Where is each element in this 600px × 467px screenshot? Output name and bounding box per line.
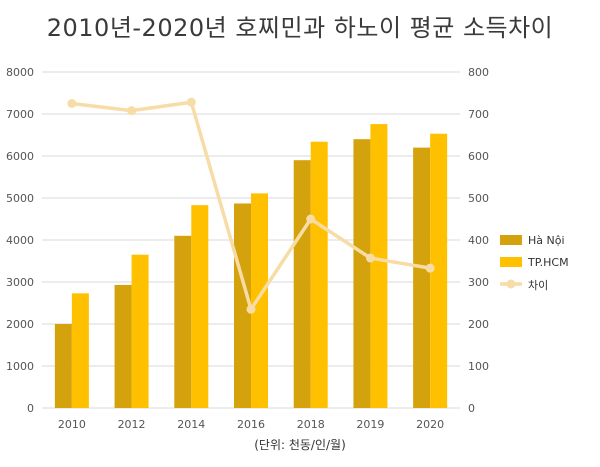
- y-right-tick-label: 700: [468, 108, 489, 121]
- legend-swatch-diff-marker: [506, 279, 516, 289]
- y-right-tick-label: 200: [468, 318, 489, 331]
- diff-point: [246, 304, 256, 314]
- y-left-tick-label: 3000: [6, 276, 34, 289]
- y-left-tick-label: 7000: [6, 108, 34, 121]
- legend-label: TP.HCM: [527, 256, 569, 269]
- diff-point: [425, 263, 435, 273]
- y-left-tick-label: 0: [27, 402, 34, 415]
- y-left-tick-label: 8000: [6, 66, 34, 79]
- y-right-tick-label: 300: [468, 276, 489, 289]
- diff-point: [186, 97, 196, 107]
- bar-hcm: [370, 124, 388, 408]
- chart-title: 2010년-2020년 호찌민과 하노이 평균 소득차이: [46, 14, 554, 42]
- x-tick-label: 2019: [356, 418, 384, 431]
- x-tick-label: 2018: [297, 418, 325, 431]
- legend-label: 차이: [528, 279, 548, 292]
- bar-hcm: [71, 293, 89, 408]
- x-tick-label: 2020: [416, 418, 444, 431]
- y-left-tick-label: 5000: [6, 192, 34, 205]
- bar-hcm: [191, 205, 209, 408]
- legend-label: Hà Nội: [528, 234, 565, 247]
- y-left-tick-label: 1000: [6, 360, 34, 373]
- x-tick-label: 2014: [177, 418, 205, 431]
- bar-hanoi: [54, 324, 72, 408]
- diff-point: [306, 214, 316, 224]
- y-right-tick-label: 400: [468, 234, 489, 247]
- bar-hanoi: [293, 160, 311, 408]
- diff-point: [67, 99, 77, 108]
- x-tick-label: 2010: [58, 418, 86, 431]
- y-left-tick-label: 4000: [6, 234, 34, 247]
- y-right-tick-label: 500: [468, 192, 489, 205]
- y-left-tick-label: 2000: [6, 318, 34, 331]
- legend-swatch-hcm: [500, 257, 522, 267]
- unit-note: (단위: 천동/인/월): [254, 438, 346, 452]
- bar-hanoi: [413, 147, 431, 408]
- diff-point: [365, 253, 375, 263]
- legend-swatch-hanoi: [500, 235, 522, 245]
- bar-hanoi: [174, 235, 192, 408]
- y-right-tick-label: 800: [468, 66, 489, 79]
- y-right-tick-label: 0: [468, 402, 475, 415]
- y-left-tick-label: 6000: [6, 150, 34, 163]
- x-tick-label: 2016: [237, 418, 265, 431]
- bar-hanoi: [114, 284, 132, 408]
- y-right-tick-label: 600: [468, 150, 489, 163]
- bar-hcm: [251, 193, 268, 408]
- bar-hcm: [310, 141, 328, 408]
- diff-point: [127, 106, 137, 116]
- bar-hanoi: [353, 139, 371, 408]
- y-right-tick-label: 100: [468, 360, 489, 373]
- x-tick-label: 2012: [118, 418, 146, 431]
- bar-hcm: [430, 133, 448, 409]
- bar-hcm: [131, 254, 149, 408]
- bar-hanoi: [234, 203, 251, 408]
